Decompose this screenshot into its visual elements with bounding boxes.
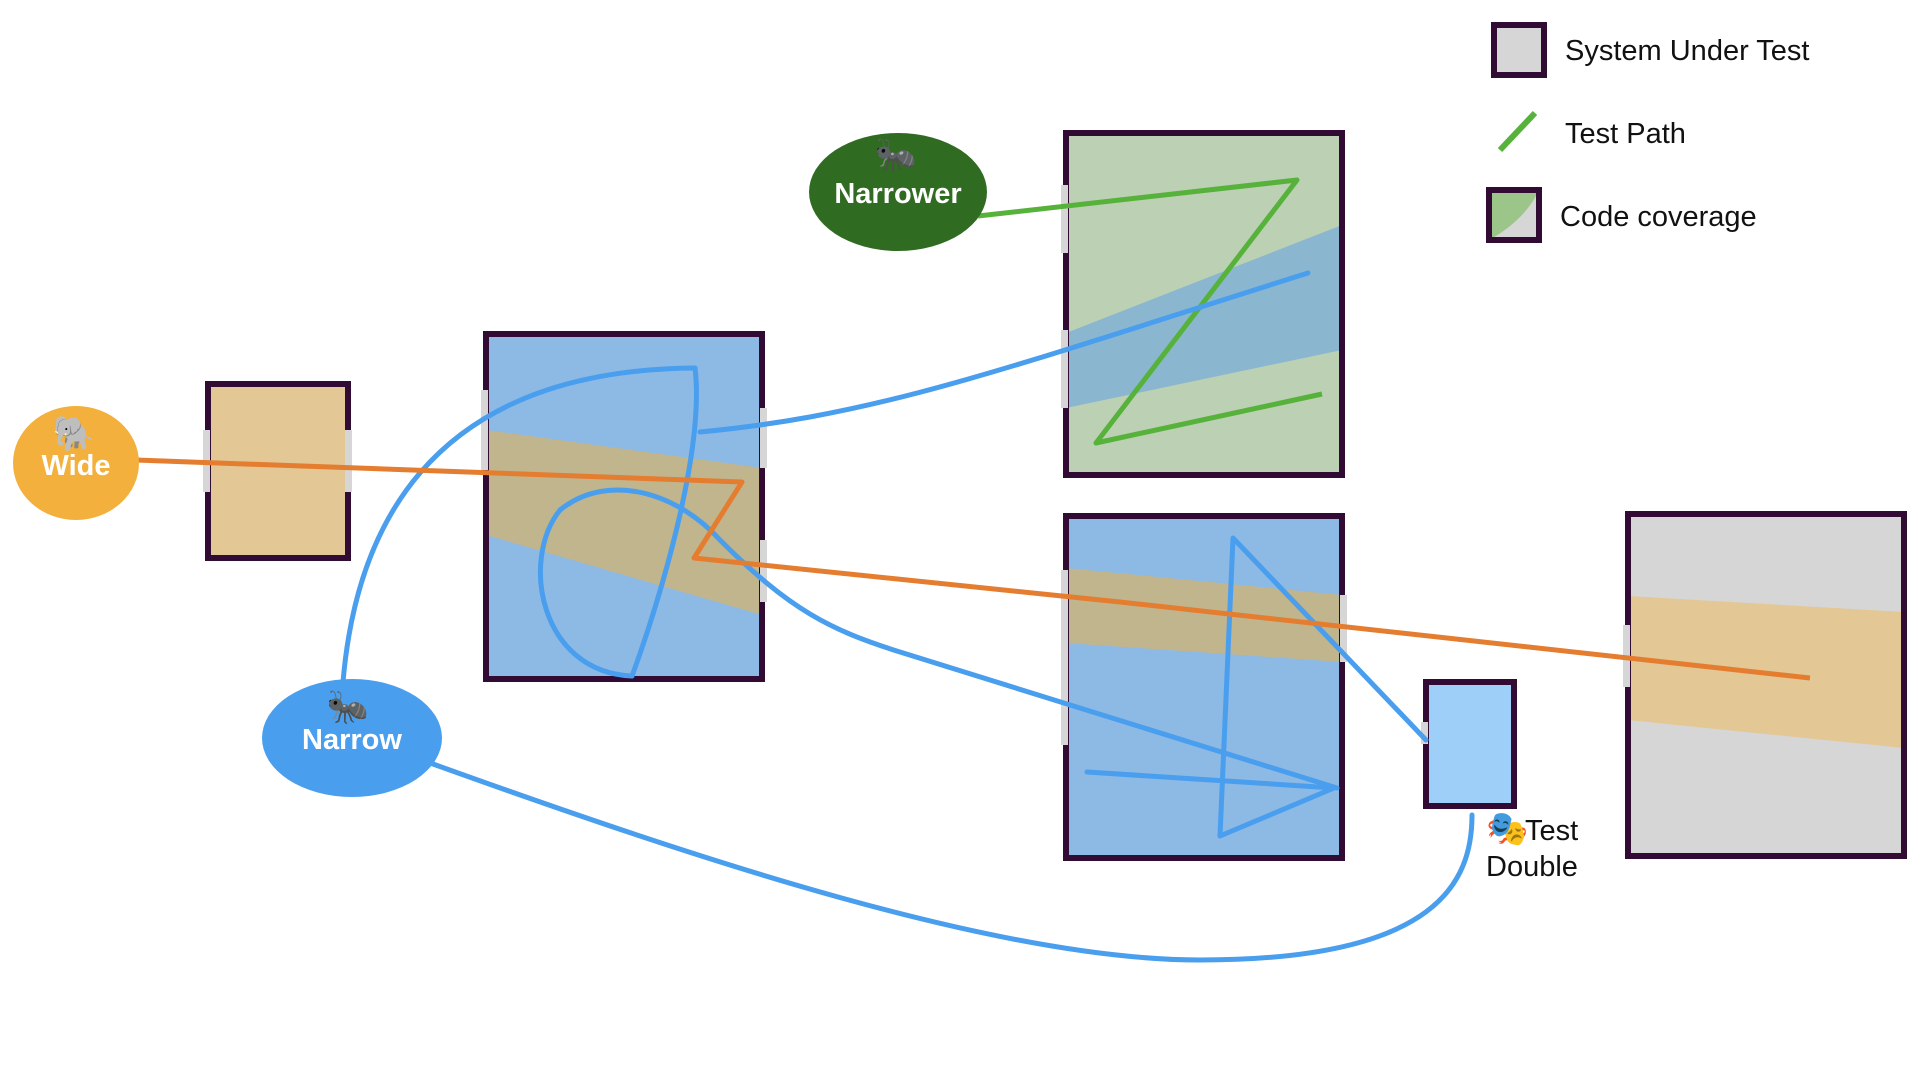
wide-node: 🐘 Wide <box>13 406 139 520</box>
legend-test-path-swatch <box>1497 110 1538 153</box>
theater-masks-icon: 🎭 <box>1486 809 1528 849</box>
elephant-icon: 🐘 <box>53 414 95 454</box>
system-box-d <box>1061 513 1347 861</box>
wide-coverage-band-d <box>1066 568 1342 662</box>
test-double-label: 🎭 Test Double <box>1486 809 1578 883</box>
wide-test-path <box>135 457 1811 681</box>
narrower-node: 🐜 Narrower <box>809 133 987 251</box>
legend-system-label: System Under Test <box>1565 35 1809 67</box>
legend-coverage-label: Code coverage <box>1560 201 1757 233</box>
wide-node-label: Wide <box>41 450 110 482</box>
narrow-node: 🐜 Narrow <box>262 679 442 797</box>
narrower-test-path <box>977 177 1323 446</box>
legend: System Under Test Test Path Code coverag… <box>1486 22 1809 243</box>
ant-icon: 🐜 <box>327 687 369 727</box>
narrow-coverage-band-c <box>1066 225 1342 408</box>
test-double-label-line2: Double <box>1486 851 1578 883</box>
narrow-node-label: Narrow <box>302 724 402 756</box>
system-box-a <box>203 381 352 561</box>
legend-system-swatch <box>1491 22 1547 78</box>
legend-coverage-swatch <box>1486 187 1542 243</box>
ant-icon: 🐜 <box>875 135 917 175</box>
system-box-f <box>1623 511 1907 859</box>
narrower-node-label: Narrower <box>834 178 961 210</box>
test-double-label-line1: Test <box>1525 815 1578 847</box>
system-box-b <box>481 331 767 682</box>
test-double-box <box>1421 679 1517 809</box>
legend-test-path-label: Test Path <box>1565 118 1686 150</box>
